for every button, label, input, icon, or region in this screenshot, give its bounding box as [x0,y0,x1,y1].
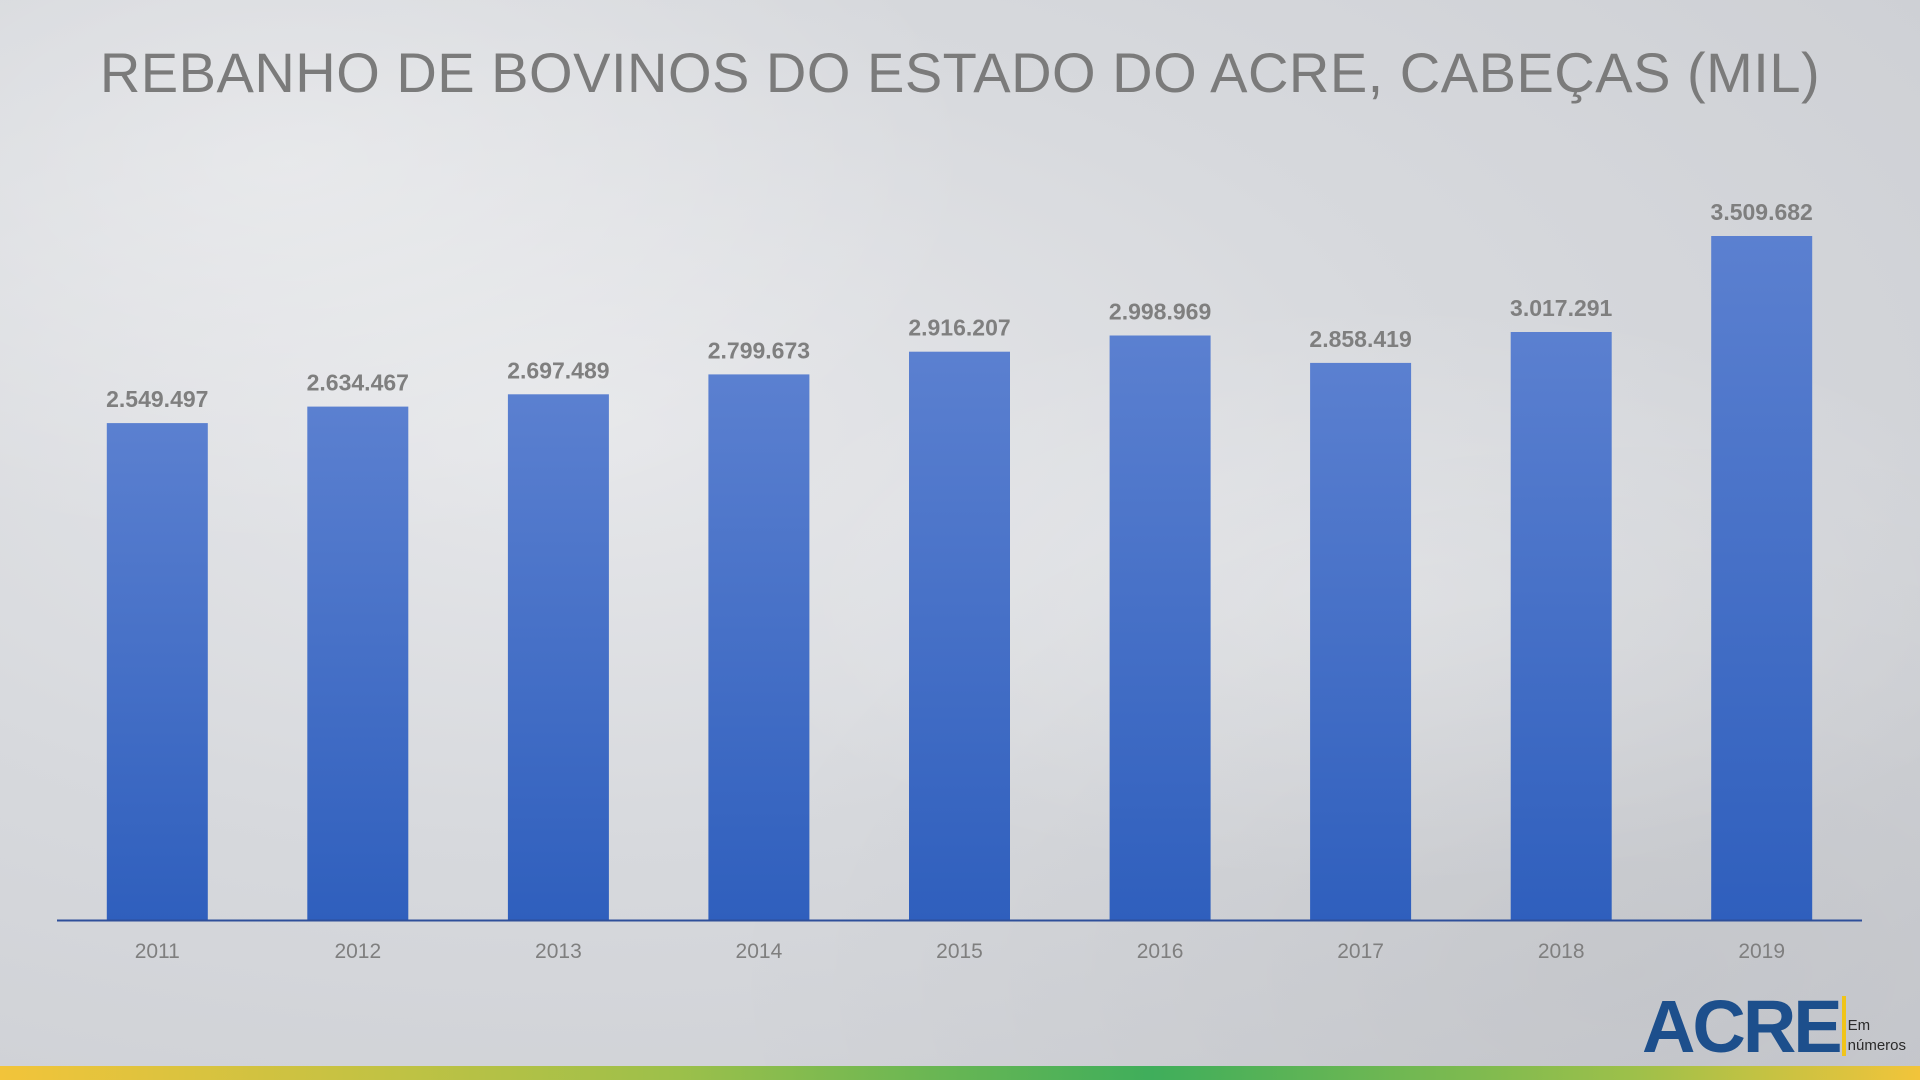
x-tick-2013: 2013 [535,940,582,963]
bar-2012 [307,406,409,921]
logo-sub-line2: números [1847,1037,1906,1054]
chart-title: REBANHO DE BOVINOS DO ESTADO DO ACRE, CA… [99,41,1821,104]
x-tick-2012: 2012 [334,940,381,963]
bar-2015 [909,351,1010,920]
data-label-2011: 2.549.497 [106,386,208,412]
bar-2011 [106,423,208,920]
acre-em-numeros-logo: ACRE Em números [1641,985,1906,1068]
logo-accent-bar [1841,996,1846,1056]
logo-subtitle: Em números [1848,1016,1906,1056]
data-label-2015: 2.916.207 [908,315,1010,341]
bar-2018 [1510,332,1612,920]
data-label-2014: 2.799.673 [708,337,810,363]
x-tick-2016: 2016 [1137,940,1184,963]
data-label-2016: 2.998.969 [1109,299,1211,325]
bar-2017 [1310,362,1412,920]
data-label-2017: 2.858.419 [1309,326,1411,352]
bar-chart: 2.549.497 2.634.467 2.697.489 2.799.673 2.91… [57,199,1862,963]
bar-2019 [1711,236,1813,920]
x-tick-2018: 2018 [1538,940,1585,963]
logo-main-text: ACRE [1641,985,1843,1068]
bar-2014 [708,374,810,920]
data-label-2012: 2.634.467 [307,370,409,396]
bottom-color-stripe [0,1066,1920,1080]
bars-group [106,236,1813,921]
bar-2016 [1109,335,1211,920]
data-label-2013: 2.697.489 [507,357,609,383]
data-labels-group: 2.549.497 2.634.467 2.697.489 2.799.673 2.91… [106,199,1813,412]
x-tick-2014: 2014 [736,940,783,963]
x-tick-2017: 2017 [1337,940,1384,963]
data-label-2019: 3.509.682 [1711,199,1813,225]
bar-2013 [507,394,609,920]
x-tick-2011: 2011 [135,940,180,963]
x-tick-2019: 2019 [1738,940,1785,963]
data-label-2018: 3.017.291 [1510,295,1613,321]
x-tick-2015: 2015 [936,940,983,963]
x-tick-labels-group: 2011 2012 2013 2014 2015 2016 2017 2018 2019 [135,940,1785,963]
logo-sub-line1: Em [1847,1017,1871,1034]
